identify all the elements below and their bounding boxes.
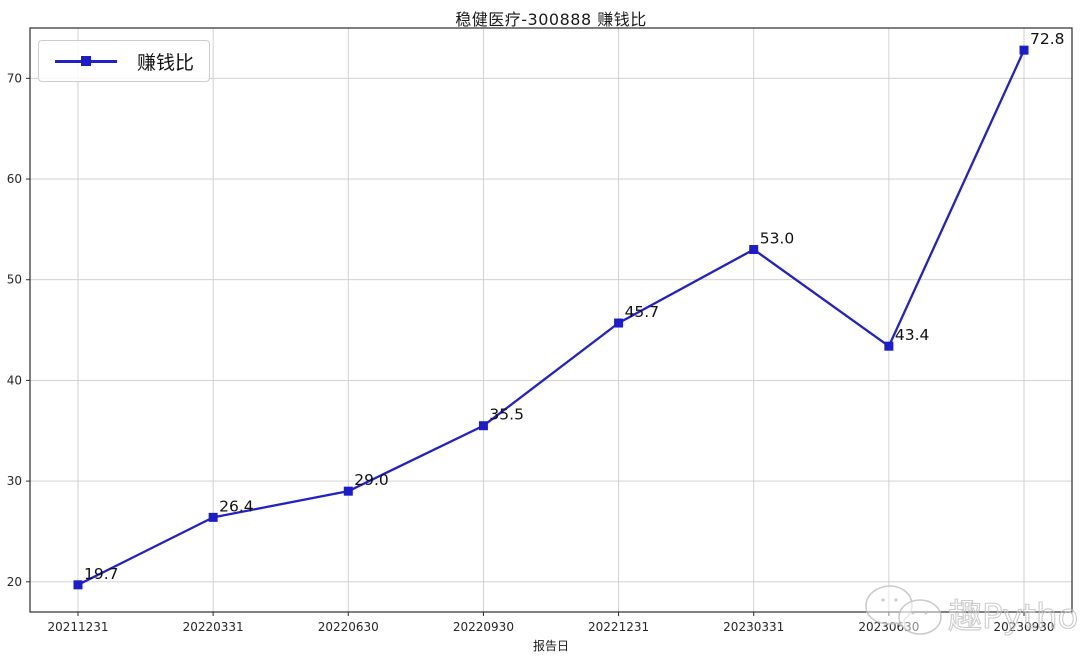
x-tick-label: 20220331 xyxy=(183,620,244,634)
x-axis-label: 报告日 xyxy=(532,639,569,653)
data-point-marker xyxy=(749,245,759,255)
data-point-marker xyxy=(73,580,83,590)
data-point-label: 29.0 xyxy=(354,471,389,489)
y-tick-label: 70 xyxy=(7,71,22,85)
data-point-label: 43.4 xyxy=(895,326,930,344)
data-point-marker xyxy=(343,486,353,496)
x-tick-label: 20230930 xyxy=(993,620,1054,634)
legend: 赚钱比 xyxy=(38,40,210,82)
chart-title: 稳健医疗-300888 赚钱比 xyxy=(455,10,647,29)
data-point-marker xyxy=(1019,45,1029,55)
data-point-label: 26.4 xyxy=(219,497,254,515)
x-tick-label: 20211231 xyxy=(47,620,108,634)
plot-border xyxy=(29,27,1073,613)
legend-square-marker-icon xyxy=(81,56,91,66)
data-point-label: 19.7 xyxy=(84,565,119,583)
data-point-label: 35.5 xyxy=(489,406,524,424)
data-point-marker xyxy=(614,318,624,328)
data-point-label: 45.7 xyxy=(625,303,660,321)
x-tick-label: 20230630 xyxy=(858,620,919,634)
data-point-label: 72.8 xyxy=(1030,30,1065,48)
y-tick-label: 30 xyxy=(7,474,22,488)
data-point-marker xyxy=(208,512,218,522)
data-point-marker xyxy=(884,341,894,351)
y-tick-label: 50 xyxy=(7,273,22,287)
series-line xyxy=(77,49,1026,586)
legend-line-marker-sample xyxy=(55,56,117,66)
data-point-label: 53.0 xyxy=(760,230,795,248)
x-tick-label: 20230331 xyxy=(723,620,784,634)
x-tick-label: 20220930 xyxy=(453,620,514,634)
y-tick-label: 40 xyxy=(7,373,22,387)
data-point-marker xyxy=(478,421,488,431)
legend-series-label: 赚钱比 xyxy=(137,51,195,74)
x-tick-label: 20221231 xyxy=(588,620,649,634)
y-tick-label: 60 xyxy=(7,172,22,186)
x-tick-label: 20220630 xyxy=(318,620,379,634)
y-tick-label: 20 xyxy=(7,575,22,589)
